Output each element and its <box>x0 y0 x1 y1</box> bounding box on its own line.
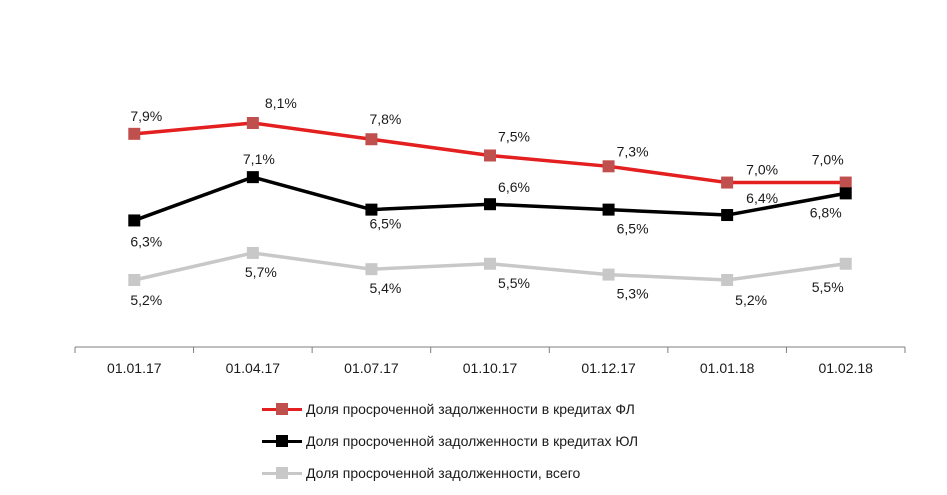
data-label: 7,3% <box>617 143 649 159</box>
legend-key-ul <box>262 434 302 448</box>
data-point-marker <box>246 246 259 259</box>
data-label: 7,8% <box>369 111 401 127</box>
data-point-marker <box>721 176 734 189</box>
data-label: 5,5% <box>812 279 844 295</box>
data-point-marker <box>484 257 496 270</box>
data-point-marker <box>128 127 141 140</box>
x-tick-label: 01.01.18 <box>700 360 755 376</box>
data-point-marker <box>246 117 259 129</box>
x-tick-label: 01.07.17 <box>344 360 399 376</box>
data-label: 6,8% <box>810 204 842 220</box>
x-tick-label: 01.02.18 <box>818 360 873 376</box>
data-label: 5,5% <box>498 275 530 291</box>
data-point-marker <box>365 133 378 146</box>
data-point-marker <box>839 176 852 189</box>
data-label: 6,5% <box>617 221 649 237</box>
data-label: 7,0% <box>812 152 844 168</box>
data-point-marker <box>484 149 496 162</box>
data-point-marker <box>602 160 615 173</box>
data-point-marker <box>839 187 852 200</box>
data-label: 5,2% <box>130 292 162 308</box>
data-label: 7,9% <box>130 108 162 124</box>
data-point-marker <box>128 214 141 227</box>
data-label: 7,0% <box>746 162 778 178</box>
legend-key-fl <box>262 402 302 416</box>
x-tick-label: 01.12.17 <box>581 360 636 376</box>
data-point-marker <box>246 171 259 184</box>
data-point-marker <box>128 274 141 286</box>
data-point-marker <box>365 203 378 216</box>
chart-legend: Доля просроченной задолженности в кредит… <box>262 393 638 489</box>
x-tick-label: 01.01.17 <box>107 360 162 376</box>
data-label: 7,5% <box>498 128 530 144</box>
legend-label-ul: Доля просроченной задолженности в кредит… <box>306 433 639 449</box>
data-label: 6,5% <box>369 216 401 232</box>
x-tick-label: 01.10.17 <box>463 360 518 376</box>
legend-label-total: Доля просроченной задолженности, всего <box>306 465 581 481</box>
legend-label-fl: Доля просроченной задолженности в кредит… <box>306 401 635 417</box>
data-point-marker <box>602 203 615 216</box>
data-label: 6,3% <box>130 233 162 249</box>
data-point-marker <box>721 209 734 222</box>
data-point-marker <box>484 198 496 211</box>
data-label: 6,4% <box>746 190 778 206</box>
data-label: 5,3% <box>617 286 649 302</box>
data-label: 5,4% <box>369 280 401 296</box>
legend-item-ul: Доля просроченной задолженности в кредит… <box>262 425 638 457</box>
data-label: 7,1% <box>243 151 275 167</box>
data-label: 8,1% <box>265 95 297 111</box>
data-label: 5,2% <box>735 292 767 308</box>
legend-item-fl: Доля просроченной задолженности в кредит… <box>262 393 638 425</box>
legend-key-total <box>262 466 302 480</box>
legend-item-total: Доля просроченной задолженности, всего <box>262 457 638 489</box>
data-point-marker <box>721 274 734 286</box>
data-point-marker <box>365 263 378 276</box>
data-label: 6,6% <box>498 179 530 195</box>
data-point-marker <box>839 257 852 270</box>
data-label: 5,7% <box>245 264 277 280</box>
data-point-marker <box>602 268 615 281</box>
x-tick-label: 01.04.17 <box>226 360 281 376</box>
